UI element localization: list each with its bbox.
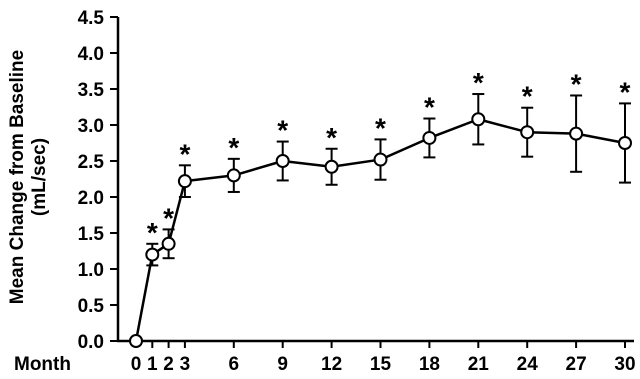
y-tick-label: 4.5 bbox=[78, 8, 105, 29]
significance-asterisk: * bbox=[179, 138, 190, 169]
data-point-marker bbox=[177, 174, 192, 189]
y-tick-label: 1.0 bbox=[78, 260, 104, 281]
significance-asterisk: * bbox=[277, 115, 288, 146]
significance-asterisk: * bbox=[620, 76, 631, 107]
x-tick-label: 6 bbox=[229, 354, 240, 375]
y-tick-label: 3.0 bbox=[78, 116, 104, 137]
data-point-marker bbox=[520, 125, 535, 140]
significance-asterisk: * bbox=[473, 67, 484, 98]
y-axis-title-line1: Mean Change from Baseline bbox=[7, 50, 28, 304]
y-tick-label: 0.5 bbox=[78, 296, 105, 317]
x-tick-label: 21 bbox=[468, 354, 490, 375]
data-point-marker bbox=[275, 154, 290, 168]
data-point-marker bbox=[324, 159, 339, 174]
x-tick-label: 0 bbox=[131, 354, 142, 375]
data-point-marker bbox=[618, 136, 632, 150]
data-point-marker bbox=[569, 126, 584, 141]
x-tick-label: 24 bbox=[517, 354, 539, 375]
x-tick-label: 3 bbox=[180, 354, 191, 375]
y-axis-title-line2: (mL/sec) bbox=[29, 138, 50, 216]
data-point-marker bbox=[373, 152, 388, 167]
data-point-marker bbox=[129, 334, 143, 348]
x-tick-label: 12 bbox=[321, 354, 342, 375]
x-tick-label: 27 bbox=[566, 354, 587, 375]
y-tick-label: 0.0 bbox=[78, 332, 104, 353]
significance-asterisk: * bbox=[326, 122, 337, 153]
data-point-marker bbox=[226, 168, 241, 183]
x-tick-label: 1 bbox=[147, 354, 158, 375]
data-point-marker bbox=[422, 130, 437, 145]
x-tick-label: 9 bbox=[277, 354, 288, 375]
x-axis-prefix-label: Month bbox=[14, 354, 71, 375]
y-tick-label: 4.0 bbox=[78, 44, 104, 65]
x-axis-ticks: 0 1 2 3 6 9 12 15 18 21 24 27 30 bbox=[131, 341, 636, 375]
series-line-group: * ** ** * *** * * * bbox=[129, 67, 632, 348]
x-tick-label: 30 bbox=[614, 354, 635, 375]
y-tick-label: 2.5 bbox=[78, 152, 105, 173]
data-point-marker bbox=[471, 112, 486, 127]
significance-asterisk: * bbox=[375, 112, 386, 143]
significance-asterisk: * bbox=[147, 217, 158, 248]
data-point-marker bbox=[145, 247, 160, 262]
significance-asterisk: * bbox=[424, 92, 435, 123]
x-tick-label: 18 bbox=[419, 354, 440, 375]
data-point-marker bbox=[161, 236, 176, 251]
y-axis-ticks: 0.0 0.5 1.0 1.5 2.0 2.5 3.0 3.5 4.0 4.5 bbox=[78, 8, 118, 353]
significance-asterisk: * bbox=[163, 202, 174, 233]
y-tick-label: 1.5 bbox=[78, 224, 105, 245]
x-tick-label: 15 bbox=[370, 354, 392, 375]
significance-asterisk: * bbox=[571, 68, 582, 99]
y-tick-label: 3.5 bbox=[78, 80, 105, 101]
y-tick-label: 2.0 bbox=[78, 188, 104, 209]
y-axis-title: Mean Change from Baseline (mL/sec) bbox=[7, 50, 50, 304]
x-tick-label: 2 bbox=[163, 354, 174, 375]
significance-asterisk: * bbox=[522, 81, 533, 112]
significance-asterisk: * bbox=[228, 132, 239, 163]
